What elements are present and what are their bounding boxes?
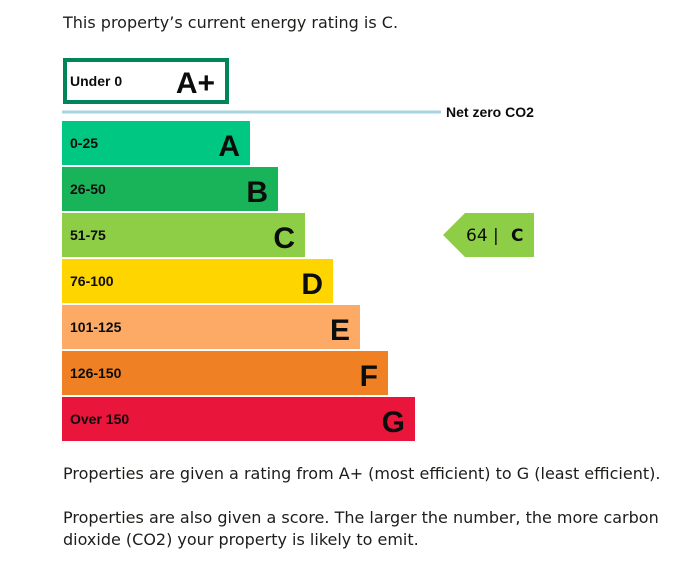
current-letter: C bbox=[511, 226, 523, 246]
band-e-range: 101-125 bbox=[70, 319, 122, 335]
band-f-letter: F bbox=[360, 360, 378, 393]
current-rating-pointer bbox=[443, 213, 534, 257]
band-b-range: 26-50 bbox=[70, 181, 106, 197]
band-b bbox=[62, 167, 278, 211]
rating-explanation: Properties are given a rating from A+ (m… bbox=[63, 464, 661, 483]
net-zero-label: Net zero CO2 bbox=[446, 104, 534, 120]
intro-text: This property’s current energy rating is… bbox=[63, 13, 399, 32]
band-a-range: 0-25 bbox=[70, 135, 98, 151]
band-g-range: Over 150 bbox=[70, 411, 129, 427]
band-f bbox=[62, 351, 388, 395]
band-c bbox=[62, 213, 305, 257]
band-g-letter: G bbox=[382, 406, 405, 439]
band-b-letter: B bbox=[246, 176, 268, 209]
band-a-plus bbox=[63, 58, 229, 104]
band-d-range: 76-100 bbox=[70, 273, 114, 289]
band-g bbox=[62, 397, 415, 441]
band-a-letter: A bbox=[218, 130, 240, 163]
band-d-letter: D bbox=[301, 268, 323, 301]
band-a bbox=[62, 121, 250, 165]
band-c-letter: C bbox=[273, 222, 295, 255]
band-d bbox=[62, 259, 333, 303]
band-f-range: 126-150 bbox=[70, 365, 122, 381]
current-score: 64 | bbox=[466, 226, 499, 246]
band-a-plus-letter: A+ bbox=[176, 67, 215, 100]
score-explanation: Properties are also given a score. The l… bbox=[63, 508, 659, 549]
band-e-letter: E bbox=[330, 314, 350, 347]
band-a-plus-range: Under 0 bbox=[70, 73, 122, 89]
band-c-range: 51-75 bbox=[70, 227, 106, 243]
band-e bbox=[62, 305, 360, 349]
